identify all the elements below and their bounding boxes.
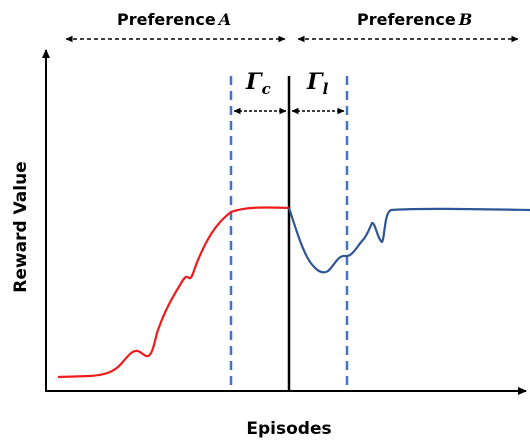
preference-b-label: Preference B xyxy=(357,10,472,29)
y-axis-title: Reward Value xyxy=(11,161,31,292)
gamma-c-label: Γc xyxy=(245,69,271,98)
preference-b-reward-curve xyxy=(287,207,530,274)
gamma-l-label: Γl xyxy=(306,69,329,98)
preference-a-reward-curve xyxy=(57,206,290,379)
x-axis-title: Episodes xyxy=(246,419,331,439)
preference-a-label: Preference A xyxy=(117,10,231,29)
